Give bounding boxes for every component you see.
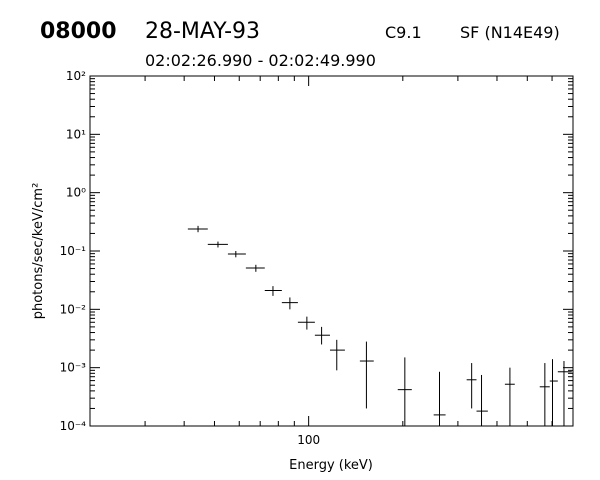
y-tick-label: 10⁰ — [66, 186, 86, 200]
y-tick-label: 10¹ — [66, 127, 86, 141]
date: 28-MAY-93 — [145, 19, 260, 44]
x-tick-label: 100 — [297, 433, 320, 447]
x-axis-label: Energy (keV) — [289, 458, 373, 473]
y-tick-label: 10² — [66, 69, 86, 83]
y-axis-label: photons/sec/keV/cm² — [31, 183, 46, 320]
flare-class: C9.1 — [385, 23, 422, 42]
y-tick-label: 10⁻² — [60, 302, 87, 316]
plot-frame — [89, 75, 574, 427]
y-tick-label: 10⁻¹ — [60, 244, 87, 258]
location: SF (N14E49) — [460, 23, 560, 42]
event-id: 08000 — [40, 19, 117, 44]
y-tick-label: 10⁻⁴ — [60, 419, 87, 433]
y-tick-label: 10⁻³ — [60, 361, 87, 375]
subtitle: 02:02:26.990 - 02:02:49.990 — [145, 51, 376, 70]
